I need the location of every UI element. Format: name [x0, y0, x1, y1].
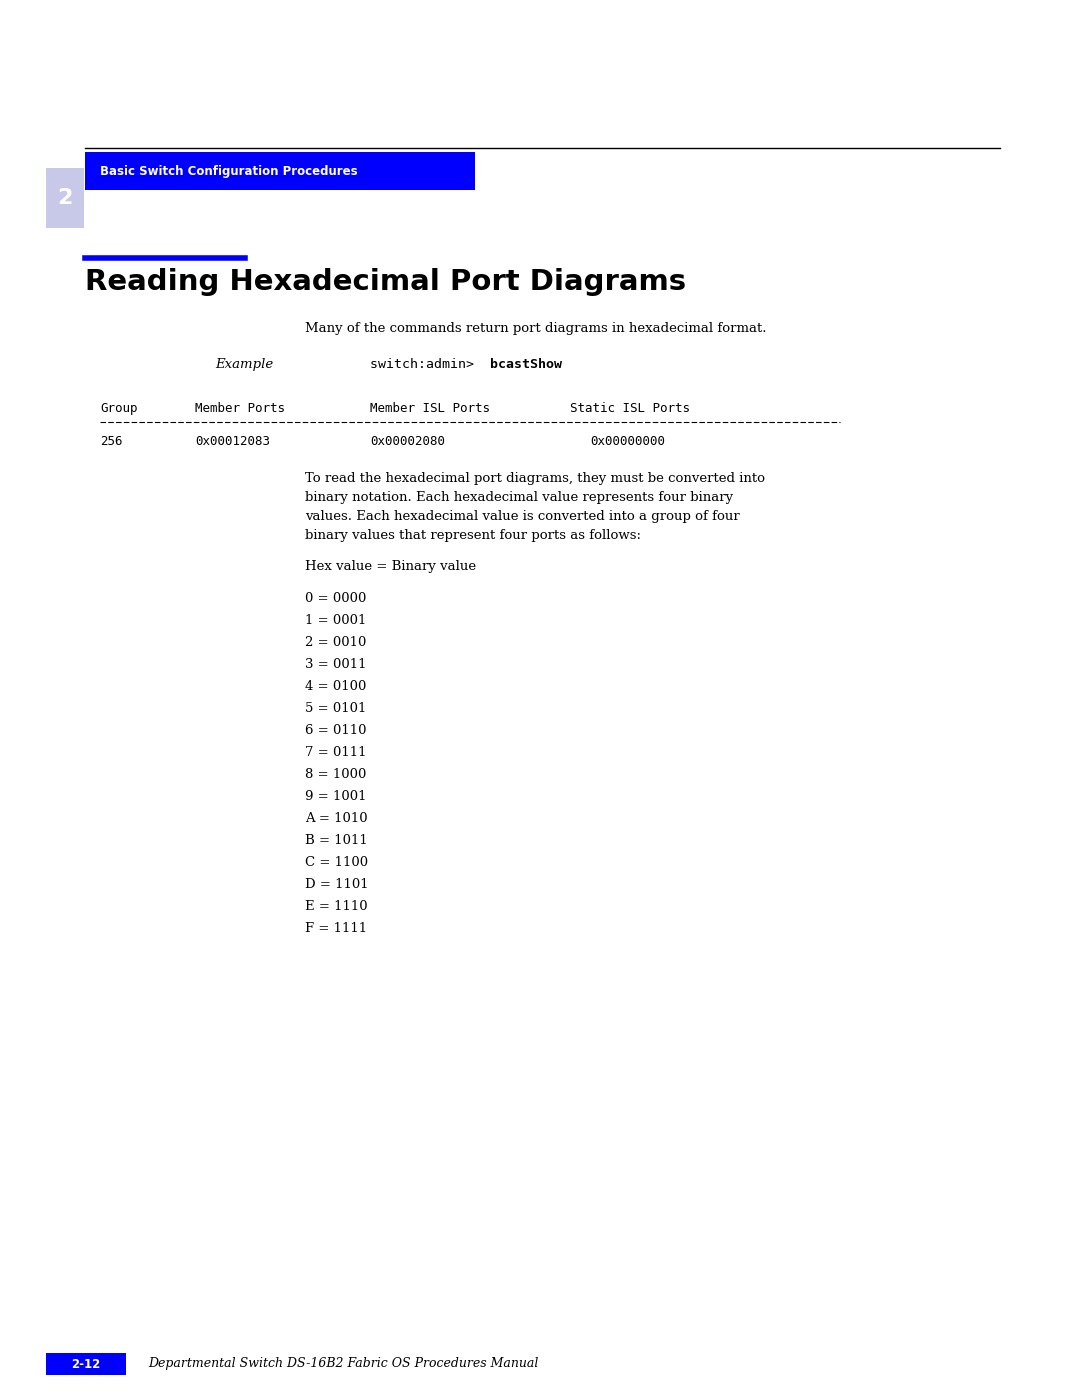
- Text: Static ISL Ports: Static ISL Ports: [570, 402, 690, 415]
- Text: 0x00000000: 0x00000000: [590, 434, 665, 448]
- Text: Member ISL Ports: Member ISL Ports: [370, 402, 490, 415]
- Text: 2 = 0010: 2 = 0010: [305, 636, 366, 650]
- Text: C = 1100: C = 1100: [305, 856, 368, 869]
- Text: switch:admin>: switch:admin>: [370, 358, 482, 372]
- Text: To read the hexadecimal port diagrams, they must be converted into: To read the hexadecimal port diagrams, t…: [305, 472, 765, 485]
- Text: 9 = 1001: 9 = 1001: [305, 789, 366, 803]
- Bar: [46, 168, 84, 228]
- Text: 7 = 0111: 7 = 0111: [305, 746, 366, 759]
- Text: Group: Group: [100, 402, 137, 415]
- Text: 3 = 0011: 3 = 0011: [305, 658, 366, 671]
- Text: Hex value = Binary value: Hex value = Binary value: [305, 560, 476, 573]
- Text: A = 1010: A = 1010: [305, 812, 367, 826]
- Text: 1 = 0001: 1 = 0001: [305, 615, 366, 627]
- Text: B = 1011: B = 1011: [305, 834, 368, 847]
- Text: Reading Hexadecimal Port Diagrams: Reading Hexadecimal Port Diagrams: [85, 268, 686, 296]
- Text: F = 1111: F = 1111: [305, 922, 367, 935]
- Text: bcastShow: bcastShow: [490, 358, 562, 372]
- Text: 256: 256: [100, 434, 122, 448]
- Text: 0x00002080: 0x00002080: [370, 434, 445, 448]
- Text: 0x00012083: 0x00012083: [195, 434, 270, 448]
- Text: E = 1110: E = 1110: [305, 900, 367, 914]
- Text: D = 1101: D = 1101: [305, 877, 368, 891]
- Text: Example: Example: [215, 358, 273, 372]
- Bar: [46, 1354, 126, 1375]
- Bar: [85, 152, 475, 190]
- Text: 6 = 0110: 6 = 0110: [305, 724, 366, 738]
- Text: Many of the commands return port diagrams in hexadecimal format.: Many of the commands return port diagram…: [305, 321, 767, 335]
- Text: 4 = 0100: 4 = 0100: [305, 680, 366, 693]
- Text: Basic Switch Configuration Procedures: Basic Switch Configuration Procedures: [100, 165, 357, 177]
- Text: values. Each hexadecimal value is converted into a group of four: values. Each hexadecimal value is conver…: [305, 510, 740, 522]
- Text: Member Ports: Member Ports: [195, 402, 285, 415]
- Text: Departmental Switch DS-16B2 Fabric OS Procedures Manual: Departmental Switch DS-16B2 Fabric OS Pr…: [148, 1358, 538, 1370]
- Text: 5 = 0101: 5 = 0101: [305, 703, 366, 715]
- Text: 0 = 0000: 0 = 0000: [305, 592, 366, 605]
- Text: 8 = 1000: 8 = 1000: [305, 768, 366, 781]
- Text: binary notation. Each hexadecimal value represents four binary: binary notation. Each hexadecimal value …: [305, 490, 733, 504]
- Text: 2-12: 2-12: [71, 1358, 100, 1370]
- Text: binary values that represent four ports as follows:: binary values that represent four ports …: [305, 529, 642, 542]
- Text: 2: 2: [57, 189, 72, 208]
